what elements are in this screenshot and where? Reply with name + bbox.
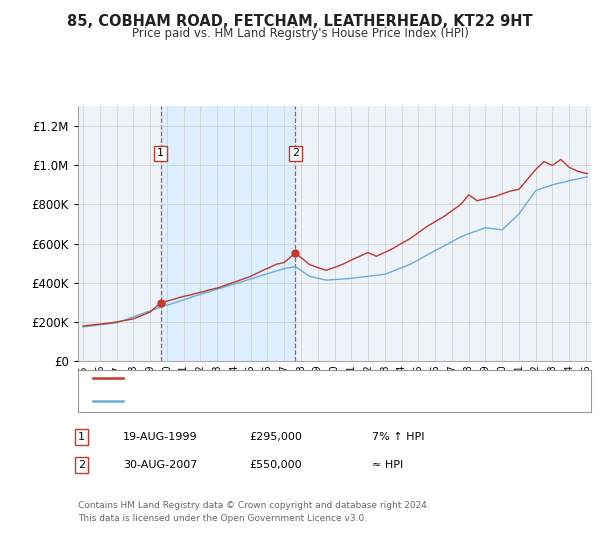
Text: 85, COBHAM ROAD, FETCHAM, LEATHERHEAD, KT22 9HT (detached house): 85, COBHAM ROAD, FETCHAM, LEATHERHEAD, K… bbox=[129, 374, 518, 383]
Text: £550,000: £550,000 bbox=[249, 460, 302, 470]
Text: 7% ↑ HPI: 7% ↑ HPI bbox=[372, 432, 425, 442]
Text: 2: 2 bbox=[292, 148, 299, 158]
Text: ≈ HPI: ≈ HPI bbox=[372, 460, 403, 470]
Text: 2: 2 bbox=[78, 460, 85, 470]
Bar bbox=[161, 106, 295, 361]
Text: 1: 1 bbox=[78, 432, 85, 442]
Text: £295,000: £295,000 bbox=[249, 432, 302, 442]
Text: Contains HM Land Registry data © Crown copyright and database right 2024.
This d: Contains HM Land Registry data © Crown c… bbox=[78, 501, 430, 522]
Text: 30-AUG-2007: 30-AUG-2007 bbox=[123, 460, 197, 470]
Text: HPI: Average price, detached house, Mole Valley: HPI: Average price, detached house, Mole… bbox=[129, 396, 381, 405]
Text: 85, COBHAM ROAD, FETCHAM, LEATHERHEAD, KT22 9HT: 85, COBHAM ROAD, FETCHAM, LEATHERHEAD, K… bbox=[67, 14, 533, 29]
Text: Price paid vs. HM Land Registry's House Price Index (HPI): Price paid vs. HM Land Registry's House … bbox=[131, 27, 469, 40]
Text: 19-AUG-1999: 19-AUG-1999 bbox=[123, 432, 197, 442]
Text: 1: 1 bbox=[157, 148, 164, 158]
